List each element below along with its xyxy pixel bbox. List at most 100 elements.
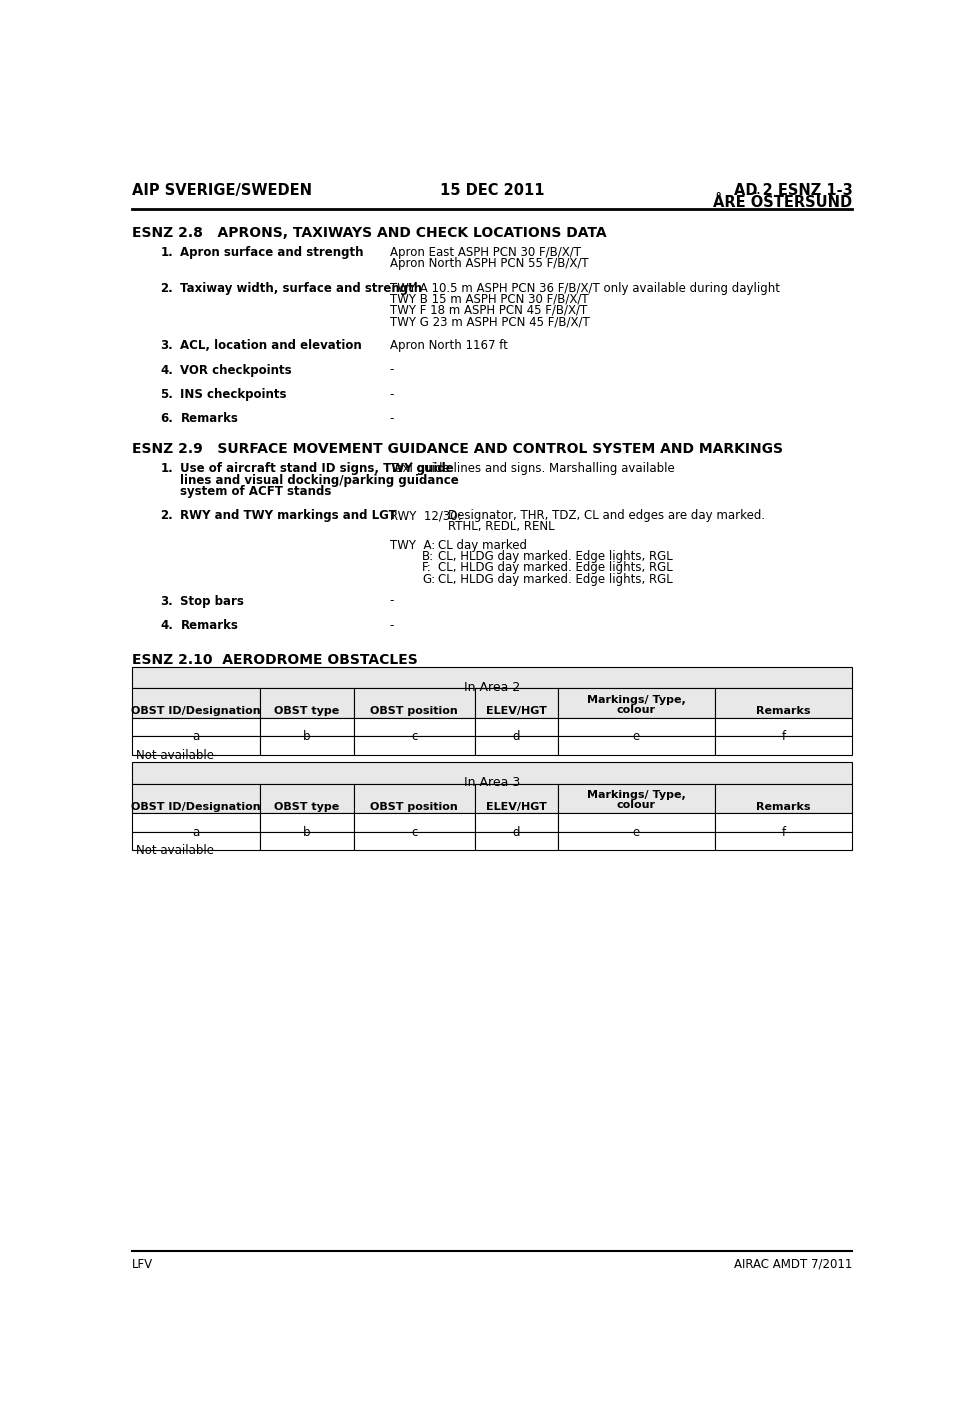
- Text: OBST position: OBST position: [371, 802, 458, 812]
- Text: ÅRE ÖSTERSUND: ÅRE ÖSTERSUND: [713, 195, 852, 210]
- Text: b: b: [303, 729, 310, 744]
- Text: OBST type: OBST type: [275, 707, 340, 717]
- Text: 2.: 2.: [160, 282, 173, 294]
- Bar: [474, 718, 558, 737]
- Text: Apron North ASPH PCN 55 F/B/X/T: Apron North ASPH PCN 55 F/B/X/T: [390, 257, 588, 270]
- Bar: [714, 688, 852, 718]
- Bar: [132, 718, 260, 737]
- Text: VOR checkpoints: VOR checkpoints: [180, 364, 292, 377]
- Text: Remarks: Remarks: [756, 707, 811, 717]
- Bar: [260, 832, 353, 850]
- Text: -: -: [390, 619, 394, 631]
- Text: TWY G 23 m ASPH PCN 45 F/B/X/T: TWY G 23 m ASPH PCN 45 F/B/X/T: [390, 316, 589, 328]
- Text: Remarks: Remarks: [756, 802, 811, 812]
- Text: f: f: [781, 826, 785, 839]
- Text: CL, HLDG day marked. Edge lights, RGL: CL, HLDG day marked. Edge lights, RGL: [438, 550, 673, 563]
- Text: TWY A 10.5 m ASPH PCN 36 F/B/X/T only available during daylight: TWY A 10.5 m ASPH PCN 36 F/B/X/T only av…: [390, 282, 780, 294]
- Text: -: -: [390, 388, 394, 401]
- Text: TWY B 15 m ASPH PCN 30 F/B/X/T: TWY B 15 m ASPH PCN 30 F/B/X/T: [390, 293, 588, 306]
- Bar: [260, 737, 353, 755]
- Text: F:: F:: [422, 562, 432, 574]
- Text: ESNZ 2.8   APRONS, TAXIWAYS AND CHECK LOCATIONS DATA: ESNZ 2.8 APRONS, TAXIWAYS AND CHECK LOCA…: [132, 226, 607, 240]
- Text: ELEV/HGT: ELEV/HGT: [486, 707, 546, 717]
- Text: OBST position: OBST position: [371, 707, 458, 717]
- Text: Remarks: Remarks: [180, 619, 238, 631]
- Bar: [260, 813, 353, 832]
- Text: Markings/ Type,: Markings/ Type,: [587, 694, 685, 705]
- Text: RWY  12/30:: RWY 12/30:: [390, 509, 462, 522]
- Bar: [558, 784, 714, 813]
- Text: d: d: [513, 826, 520, 839]
- Bar: [474, 813, 558, 832]
- Bar: [558, 737, 714, 755]
- Text: -: -: [390, 364, 394, 377]
- Bar: [260, 718, 353, 737]
- Bar: [353, 784, 474, 813]
- Text: ESNZ 2.9   SURFACE MOVEMENT GUIDANCE AND CONTROL SYSTEM AND MARKINGS: ESNZ 2.9 SURFACE MOVEMENT GUIDANCE AND C…: [132, 442, 782, 456]
- Bar: [132, 813, 260, 832]
- Bar: [353, 737, 474, 755]
- Text: e: e: [633, 826, 639, 839]
- Text: RTHL, REDL, RENL: RTHL, REDL, RENL: [447, 520, 555, 533]
- Text: AD 2 ESNZ 1-3: AD 2 ESNZ 1-3: [733, 183, 852, 198]
- Text: In Area 3: In Area 3: [464, 776, 520, 789]
- Text: Apron North 1167 ft: Apron North 1167 ft: [390, 340, 508, 353]
- Bar: [558, 832, 714, 850]
- Text: G:: G:: [422, 573, 436, 586]
- Text: b: b: [303, 826, 310, 839]
- Text: e: e: [633, 729, 639, 744]
- Bar: [132, 762, 852, 784]
- Text: c: c: [411, 826, 418, 839]
- Text: Taxiway width, surface and strength: Taxiway width, surface and strength: [180, 282, 422, 294]
- Text: a: a: [192, 826, 200, 839]
- Text: -: -: [390, 412, 394, 425]
- Text: ELEV/HGT: ELEV/HGT: [486, 802, 546, 812]
- Text: B:: B:: [422, 550, 434, 563]
- Bar: [474, 737, 558, 755]
- Text: d: d: [513, 729, 520, 744]
- Text: Stop bars: Stop bars: [180, 594, 245, 607]
- Bar: [260, 784, 353, 813]
- Text: -: -: [390, 594, 394, 607]
- Text: a: a: [192, 729, 200, 744]
- Bar: [353, 718, 474, 737]
- Text: 4.: 4.: [160, 364, 173, 377]
- Text: ACL, location and elevation: ACL, location and elevation: [180, 340, 362, 353]
- Text: Use of aircraft stand ID signs, TWY guide: Use of aircraft stand ID signs, TWY guid…: [180, 462, 454, 475]
- Text: 2.: 2.: [160, 509, 173, 522]
- Bar: [558, 688, 714, 718]
- Text: OBST type: OBST type: [275, 802, 340, 812]
- Text: 3.: 3.: [160, 340, 173, 353]
- Bar: [353, 688, 474, 718]
- Bar: [474, 832, 558, 850]
- Text: RWY and TWY markings and LGT: RWY and TWY markings and LGT: [180, 509, 397, 522]
- Bar: [558, 718, 714, 737]
- Bar: [474, 784, 558, 813]
- Bar: [132, 667, 852, 688]
- Bar: [714, 718, 852, 737]
- Text: ESNZ 2.10  AERODROME OBSTACLES: ESNZ 2.10 AERODROME OBSTACLES: [132, 653, 418, 667]
- Bar: [353, 813, 474, 832]
- Text: Apron East ASPH PCN 30 F/B/X/T: Apron East ASPH PCN 30 F/B/X/T: [390, 246, 581, 259]
- Text: CL day marked: CL day marked: [438, 539, 527, 552]
- Bar: [714, 784, 852, 813]
- Text: LFV: LFV: [132, 1258, 153, 1271]
- Text: AIP SVERIGE/SWEDEN: AIP SVERIGE/SWEDEN: [132, 183, 312, 198]
- Bar: [714, 813, 852, 832]
- Text: 6.: 6.: [160, 412, 173, 425]
- Bar: [260, 688, 353, 718]
- Bar: [132, 737, 260, 755]
- Text: f: f: [781, 729, 785, 744]
- Text: OBST ID/Designation: OBST ID/Designation: [131, 707, 260, 717]
- Text: Not available: Not available: [136, 748, 214, 762]
- Bar: [132, 784, 260, 813]
- Text: 1.: 1.: [160, 462, 173, 475]
- Text: Markings/ Type,: Markings/ Type,: [587, 791, 685, 801]
- Text: TWY  A:: TWY A:: [390, 539, 435, 552]
- Text: 5.: 5.: [160, 388, 173, 401]
- Bar: [353, 832, 474, 850]
- Text: colour: colour: [616, 801, 656, 811]
- Text: 4.: 4.: [160, 619, 173, 631]
- Text: CL, HLDG day marked. Edge lights, RGL: CL, HLDG day marked. Edge lights, RGL: [438, 573, 673, 586]
- Text: Designator, THR, TDZ, CL and edges are day marked.: Designator, THR, TDZ, CL and edges are d…: [447, 509, 765, 522]
